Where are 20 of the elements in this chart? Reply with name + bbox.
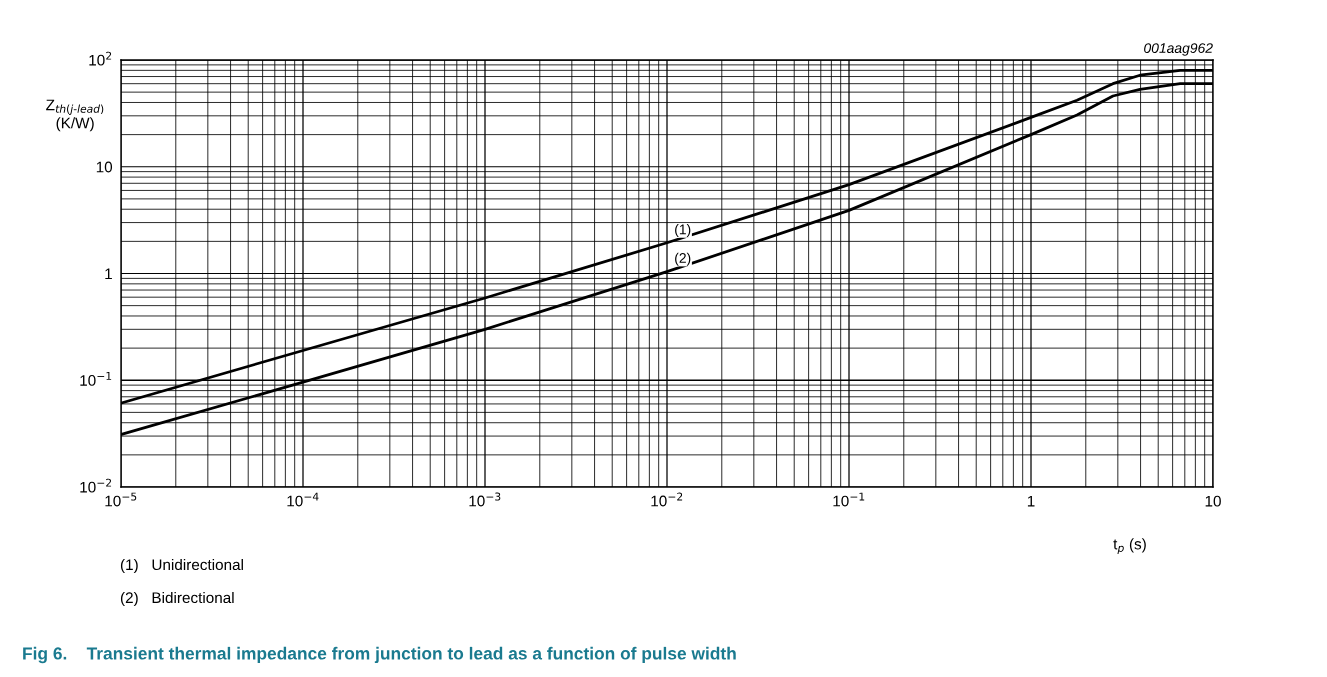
y-tick-label: 10: [96, 161, 113, 173]
series-label: (1): [675, 224, 691, 238]
x-tick-label: 10$^{−4}$: [287, 492, 319, 507]
y-tick-label: 10$^{−2}$: [80, 478, 112, 493]
y-tick-label: 10$^{2}$: [89, 51, 112, 66]
y-tick-label: 10$^{−1}$: [80, 372, 112, 386]
x-tick-label: 10: [1205, 495, 1221, 507]
x-tick-label: 1: [1027, 495, 1035, 507]
y-axis-title: Z$_{th(j-lead)}$ (K/W): [46, 99, 104, 132]
x-axis-title: t$_{p}$ (s): [1113, 538, 1146, 555]
text: 001aag962: [1144, 43, 1213, 56]
series-label: (2): [675, 252, 691, 266]
x-tick-label: 10$^{−5}$: [105, 492, 137, 507]
text: (1) Unidirectional: [120, 558, 243, 574]
x-tick-label: 10$^{−1}$: [833, 492, 865, 507]
x-tick-label: 10$^{−2}$: [651, 492, 683, 507]
y-tick-label: 1: [105, 268, 112, 280]
text: (2) Bidirectional: [120, 591, 234, 607]
x-tick-label: 10$^{−3}$: [469, 492, 501, 507]
text: Fig 6. Transient thermal impedance from junction to lead as a function of pulse width: [23, 646, 736, 664]
